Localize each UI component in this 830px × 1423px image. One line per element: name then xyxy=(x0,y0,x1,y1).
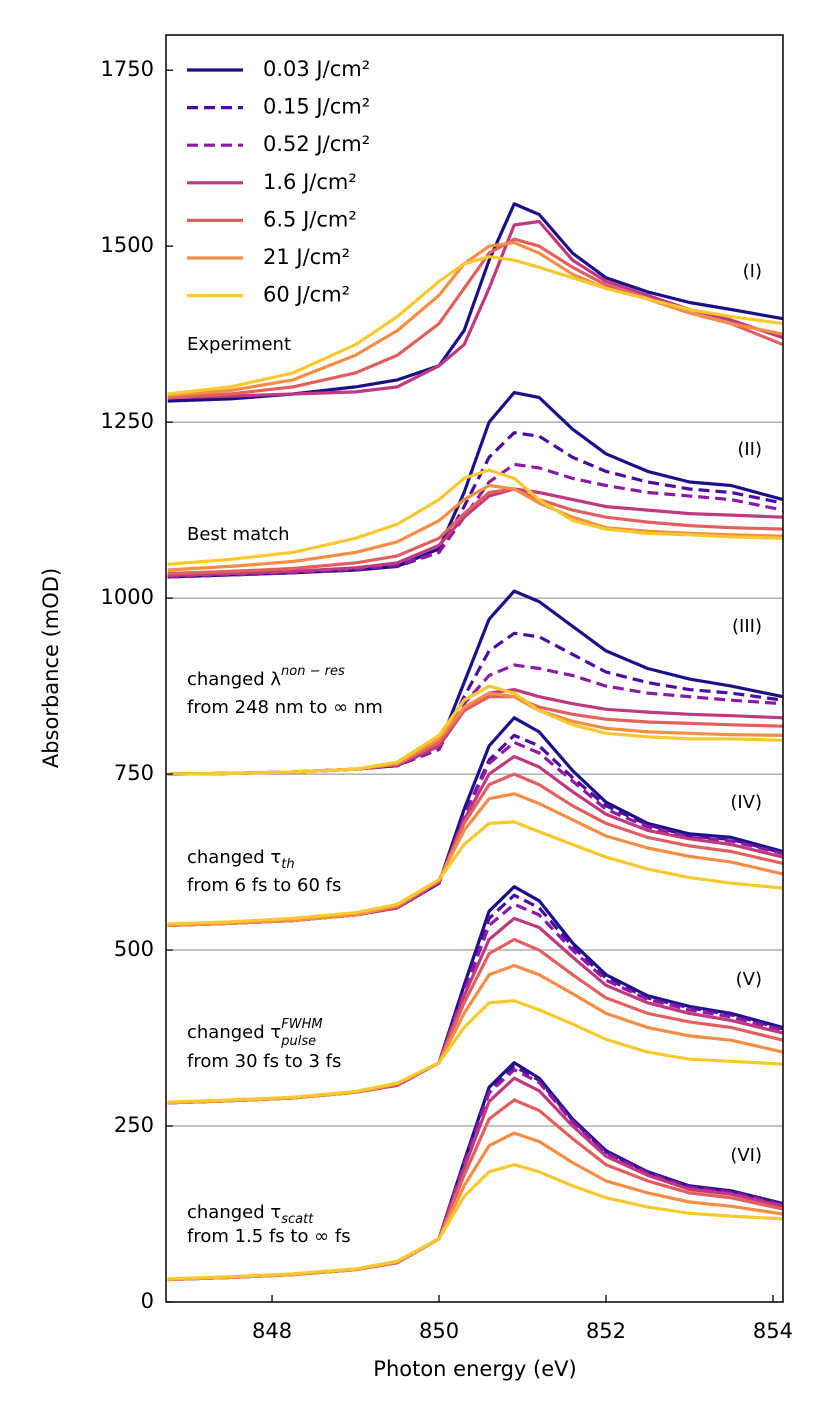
legend-label: 0.15 J/cm² xyxy=(263,95,370,119)
legend-label: 0.52 J/cm² xyxy=(263,132,370,156)
panel-note: from 248 nm to ∞ nm xyxy=(187,697,383,718)
y-tick-label: 1000 xyxy=(101,585,154,609)
panel-label: (I) xyxy=(743,261,762,282)
series-line xyxy=(167,1068,784,1282)
legend-label: 60 J/cm² xyxy=(263,283,350,307)
panel-label: (III) xyxy=(732,616,762,637)
panel-note: changed τscatt xyxy=(187,1202,314,1227)
note-superscript: non − res xyxy=(281,664,345,679)
series-line xyxy=(167,255,784,396)
panel-note: from 30 fs to 3 fs xyxy=(187,1051,341,1072)
note-subscript: th xyxy=(281,857,294,872)
note-subscript: pulse xyxy=(280,1034,316,1049)
legend-label: 0.03 J/cm² xyxy=(263,57,370,81)
note-text: changed τ xyxy=(187,1022,281,1043)
note-text: changed τ xyxy=(187,847,281,868)
note-text: from 1.5 fs to ∞ fs xyxy=(187,1226,351,1247)
x-tick-label: 852 xyxy=(586,1319,626,1343)
panel-label: (V) xyxy=(736,969,762,990)
series-line xyxy=(167,820,784,926)
series-line xyxy=(167,1163,784,1281)
note-subscript: scatt xyxy=(281,1212,314,1227)
panel-note: changed τth xyxy=(187,847,295,872)
y-axis-label: Absorbance (mOD) xyxy=(39,568,63,768)
x-axis-label: Photon energy (eV) xyxy=(373,1357,576,1381)
note-text: changed τ xyxy=(187,1202,281,1223)
y-tick-label: 500 xyxy=(114,937,154,961)
note-text: from 248 nm to ∞ nm xyxy=(187,697,383,718)
y-tick-label: 250 xyxy=(114,1113,154,1137)
panel-note: from 1.5 fs to ∞ fs xyxy=(187,1226,351,1247)
legend-label: 21 J/cm² xyxy=(263,245,350,269)
series-line xyxy=(167,487,784,578)
y-tick-label: 1500 xyxy=(101,233,154,257)
panel-label: (IV) xyxy=(730,792,762,813)
series-line xyxy=(167,241,784,397)
panel-label: (VI) xyxy=(730,1145,762,1166)
y-tick-label: 750 xyxy=(114,761,154,785)
panel-note: Best match xyxy=(187,524,290,545)
note-text: Experiment xyxy=(187,334,291,355)
y-tick-label: 1250 xyxy=(101,409,154,433)
x-tick-label: 850 xyxy=(419,1319,459,1343)
series-line xyxy=(167,468,784,566)
series-line xyxy=(167,1076,784,1282)
series-line xyxy=(167,902,784,1105)
panel-note: changed λnon − res xyxy=(187,664,345,691)
series-line xyxy=(167,684,784,776)
legend-label: 1.6 J/cm² xyxy=(263,170,357,194)
panel-note: from 6 fs to 60 fs xyxy=(187,875,341,896)
series-line xyxy=(167,219,784,400)
series-line xyxy=(167,483,784,572)
series-line xyxy=(167,733,784,927)
series-line xyxy=(167,999,784,1104)
panel-note: Experiment xyxy=(187,334,291,355)
note-text: Best match xyxy=(187,524,290,545)
legend-label: 6.5 J/cm² xyxy=(263,207,357,231)
note-text: from 6 fs to 60 fs xyxy=(187,875,341,896)
series-line xyxy=(167,792,784,927)
note-text: changed λ xyxy=(187,669,281,690)
note-superscript: FWHM xyxy=(281,1017,322,1032)
plot-frame xyxy=(165,34,784,1303)
panel-label: (II) xyxy=(737,439,762,460)
panel-note: changed τFWHM pulse xyxy=(187,1017,323,1049)
series-line xyxy=(167,487,784,576)
note-text: from 30 fs to 3 fs xyxy=(187,1051,341,1072)
y-tick-label: 1750 xyxy=(101,57,154,81)
y-tick-label: 0 xyxy=(141,1289,154,1313)
x-tick-label: 848 xyxy=(252,1319,292,1343)
series-line xyxy=(167,202,784,403)
x-tick-label: 854 xyxy=(753,1319,793,1343)
